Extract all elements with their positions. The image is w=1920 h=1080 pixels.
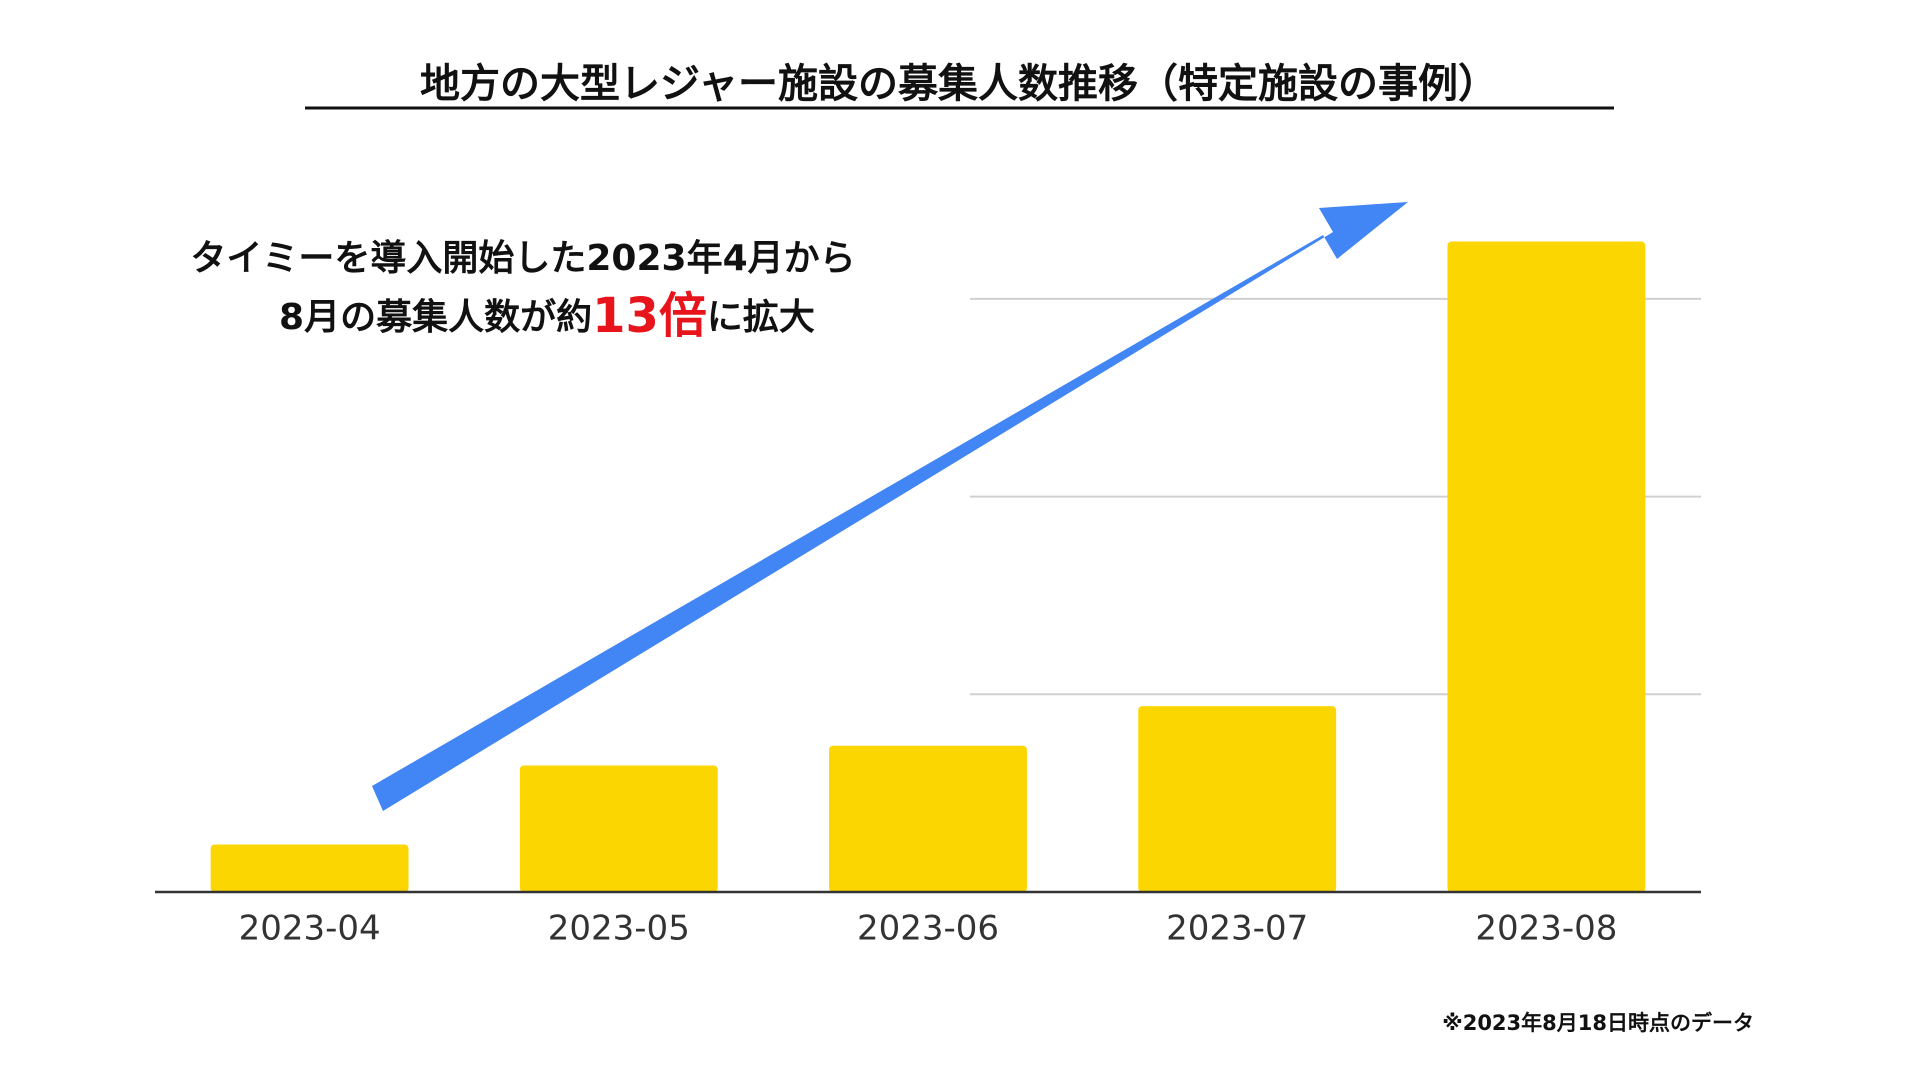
bar bbox=[519, 765, 718, 892]
annotation-line1: タイミーを導入開始した2023年4月から bbox=[190, 238, 855, 279]
x-tick-label: 2023-04 bbox=[239, 909, 381, 949]
x-tick-label: 2023-07 bbox=[1166, 909, 1308, 949]
annotation-text: 8月の募集人数が約 bbox=[279, 297, 592, 338]
annotation-text: に拡大 bbox=[707, 297, 815, 338]
trend-arrow bbox=[372, 202, 1408, 811]
x-tick-label: 2023-08 bbox=[1475, 909, 1617, 949]
plot-area: 2023-04 2023-05 2023-06 2023-07 2023-08 bbox=[155, 241, 1701, 949]
bar bbox=[1447, 241, 1646, 892]
chart-title: 地方の大型レジャー施設の募集人数推移（特定施設の事例） bbox=[420, 61, 1498, 107]
bar bbox=[210, 844, 409, 892]
bar bbox=[1138, 706, 1337, 892]
bar bbox=[829, 745, 1027, 892]
x-tick-label: 2023-05 bbox=[548, 909, 690, 949]
footnote: ※2023年8月18日時点のデータ bbox=[1442, 1011, 1754, 1035]
annotation-line2: 8月の募集人数が約13倍に拡大 bbox=[279, 288, 815, 344]
x-tick-label: 2023-06 bbox=[857, 909, 999, 949]
annotation-highlight: 13倍 bbox=[592, 288, 707, 344]
